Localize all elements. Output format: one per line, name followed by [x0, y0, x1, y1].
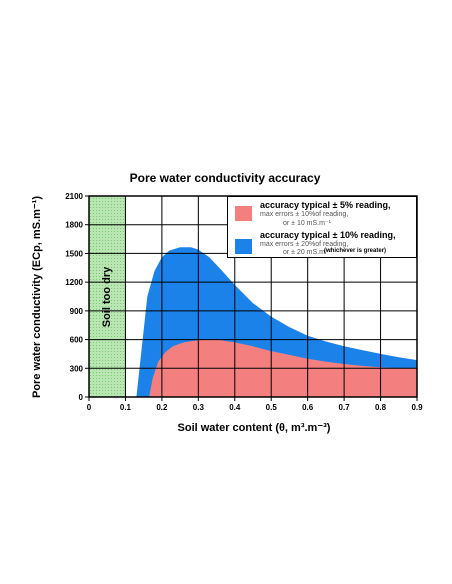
legend-title-5pct: accuracy typical ± 5% reading,	[260, 200, 391, 210]
y-tick-label: 600	[70, 336, 84, 345]
chart-title: Pore water conductivity accuracy	[130, 171, 321, 185]
y-tick-label: 900	[70, 307, 84, 316]
y-tick-label: 1200	[65, 278, 83, 287]
x-tick-label: 0.5	[266, 403, 278, 412]
x-tick-label: 0.7	[339, 403, 351, 412]
x-tick-label: 0.3	[193, 403, 205, 412]
y-tick-label: 0	[79, 393, 84, 402]
soil-too-dry-region	[89, 196, 126, 397]
x-tick-label: 0.9	[411, 403, 423, 412]
soil-too-dry-label: Soil too dry	[101, 266, 113, 327]
legend-line-10pct-2: or ± 20 mS.m⁻¹	[283, 249, 331, 256]
legend-line-5pct-2: or ± 10 mS.m⁻¹	[283, 220, 331, 227]
legend-line-5pct-1: max errors ± 10%of reading,	[260, 211, 349, 218]
chart-legend: accuracy typical ± 5% reading, max error…	[227, 196, 417, 258]
y-tick-label: 2100	[65, 192, 83, 201]
x-tick-label: 0.8	[375, 403, 387, 412]
legend-swatch-5pct	[235, 206, 252, 221]
x-tick-label: 0.2	[156, 403, 168, 412]
legend-line-10pct-1: max errors ± 20%of reading,	[260, 241, 349, 248]
y-tick-label: 1800	[65, 221, 83, 230]
x-tick-label: 0.1	[120, 403, 132, 412]
legend-swatch-10pct	[235, 239, 252, 254]
x-tick-label: 0	[87, 403, 92, 412]
x-tick-label: 0.4	[229, 403, 241, 412]
y-tick-label: 1500	[65, 249, 83, 258]
y-tick-label: 300	[70, 364, 84, 373]
legend-note: (whichever is greater)	[324, 248, 387, 254]
x-tick-label: 0.6	[302, 403, 314, 412]
legend-title-10pct: accuracy typical ± 10% reading,	[260, 230, 396, 240]
y-axis-label: Pore water conductivity (ECp, mS.m⁻¹)	[31, 196, 43, 398]
x-axis-label: Soil water content (θ, m³.m⁻³)	[178, 422, 331, 434]
